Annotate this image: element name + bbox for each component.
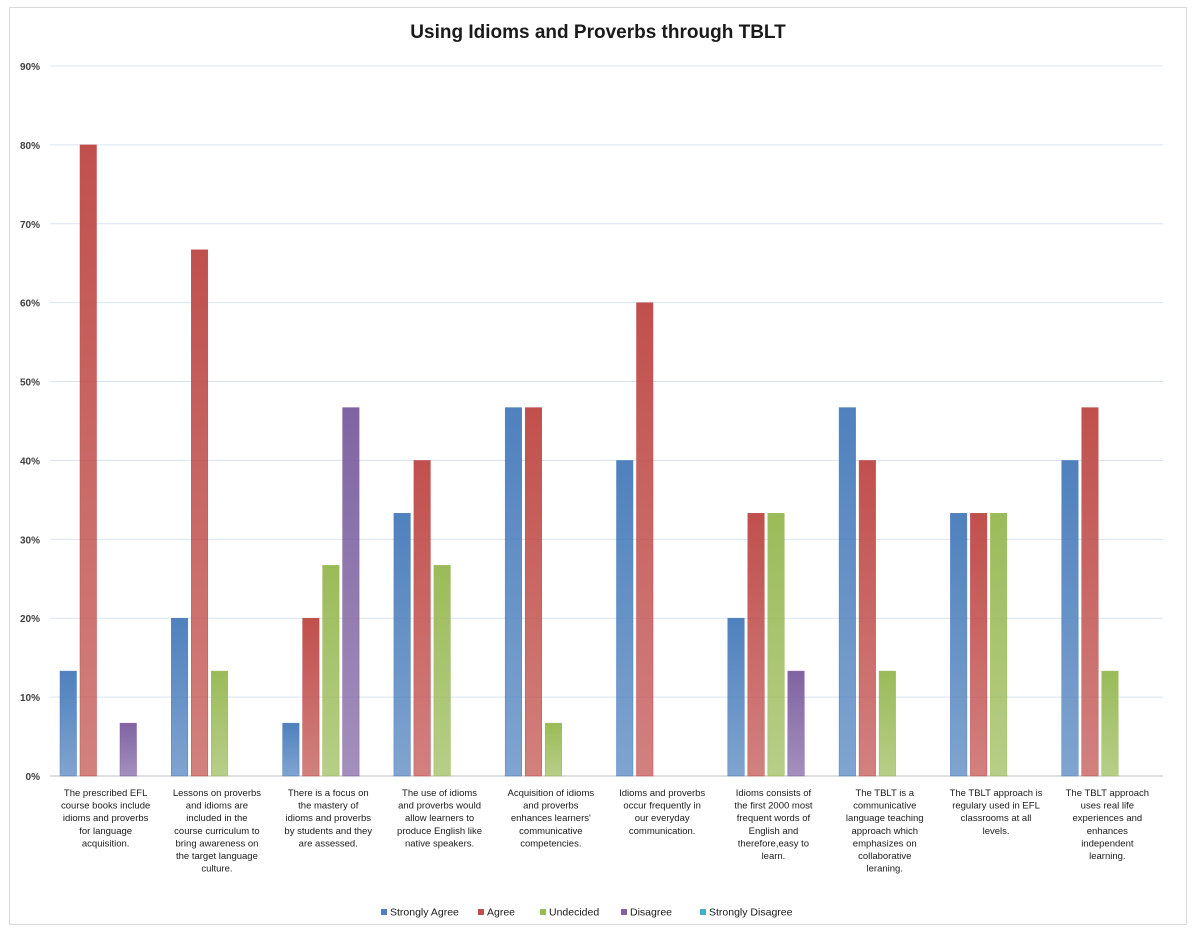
bar-disagree: [342, 407, 360, 777]
bar-agree: [79, 144, 97, 777]
bar-agree: [858, 460, 876, 777]
legend-label: Disagree: [630, 907, 672, 919]
x-category-label: The use of idioms and proverbs would allow…: [397, 788, 482, 849]
x-category-label: Lessons on proverbs and idioms are include…: [173, 788, 261, 875]
bar-undecided: [211, 670, 229, 777]
bar-undecided: [1101, 670, 1119, 777]
x-category-label: The TBLT is a communicative language teach…: [846, 788, 924, 875]
bar-disagree: [787, 670, 805, 777]
legend-item-strongly-disagree: Strongly Disagree: [700, 907, 793, 919]
bar-disagree: [119, 722, 137, 777]
bar-strongly-agree: [838, 407, 856, 777]
y-tick-label: 70%: [20, 220, 40, 231]
y-tick-label: 80%: [20, 141, 40, 152]
legend: Strongly Agree Agree Undecided Disagree Stro…: [381, 907, 793, 919]
x-axis: The prescribed EFL course books include id…: [61, 788, 1149, 875]
bar-strongly-agree: [504, 407, 522, 777]
chart-title: Using Idioms and Proverbs through TBLT: [410, 22, 786, 43]
legend-label: Agree: [487, 907, 515, 919]
legend-label: Strongly Disagree: [709, 907, 793, 919]
x-category-label: Idioms and proverbs occur frequently in ou…: [619, 788, 705, 837]
x-category-label: The TBLT approach uses real life experienc…: [1066, 788, 1149, 862]
legend-item-undecided: Undecided: [540, 907, 599, 919]
bar-undecided: [767, 513, 785, 777]
bar-agree: [191, 249, 209, 777]
bar-undecided: [878, 670, 896, 777]
y-tick-label: 40%: [20, 456, 40, 467]
bar-undecided: [990, 513, 1008, 777]
bar-strongly-agree: [727, 617, 745, 777]
bars: [59, 144, 1119, 777]
bar-undecided: [433, 565, 451, 777]
bar-agree: [524, 407, 542, 777]
y-tick-label: 10%: [20, 693, 40, 704]
x-category-label: Idioms consists of the first 2000 most fre…: [734, 788, 813, 862]
x-category-label: Acquisition of idioms and proverbs enhance…: [508, 788, 595, 849]
legend-swatch: [700, 909, 706, 915]
bar-strongly-agree: [282, 722, 300, 777]
legend-swatch: [540, 909, 546, 915]
y-axis: 0% 10% 20% 30% 40% 50% 60% 70% 80% 90%: [20, 62, 40, 783]
legend-item-disagree: Disagree: [621, 907, 672, 919]
bar-strongly-agree: [393, 513, 411, 777]
bar-agree: [970, 513, 988, 777]
y-tick-label: 60%: [20, 299, 40, 310]
y-tick-label: 20%: [20, 614, 40, 625]
x-category-label: There is a focus on the mastery of idioms …: [284, 788, 372, 849]
bar-undecided: [322, 565, 340, 777]
x-category-label: The TBLT approach is regulary used in EFL…: [950, 788, 1043, 837]
y-tick-label: 0%: [26, 772, 41, 783]
bar-strongly-agree: [950, 513, 968, 777]
bar-undecided: [544, 722, 562, 777]
bar-agree: [747, 513, 765, 777]
legend-swatch: [478, 909, 484, 915]
bar-agree: [302, 617, 320, 777]
legend-item-strongly-agree: Strongly Agree: [381, 907, 459, 919]
bar-agree: [413, 460, 431, 777]
legend-label: Strongly Agree: [390, 907, 459, 919]
y-tick-label: 90%: [20, 62, 40, 73]
legend-swatch: [381, 909, 387, 915]
bar-agree: [636, 302, 654, 777]
bar-agree: [1081, 407, 1099, 777]
bar-strongly-agree: [616, 460, 634, 777]
y-tick-label: 30%: [20, 535, 40, 546]
bar-strongly-agree: [59, 670, 77, 777]
bar-strongly-agree: [1061, 460, 1079, 777]
y-tick-label: 50%: [20, 378, 40, 389]
legend-item-agree: Agree: [478, 907, 515, 919]
legend-swatch: [621, 909, 627, 915]
bar-strongly-agree: [171, 617, 189, 777]
x-category-label: The prescribed EFL course books include id…: [61, 788, 150, 849]
legend-label: Undecided: [549, 907, 599, 919]
